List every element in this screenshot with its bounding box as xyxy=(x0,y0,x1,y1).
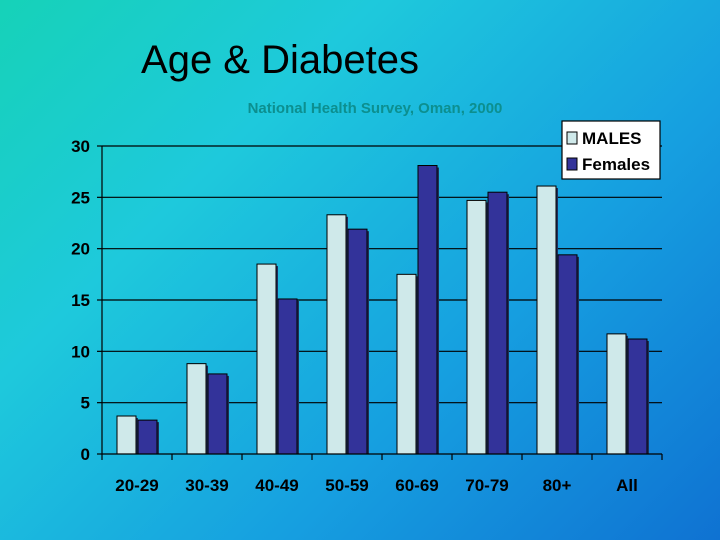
bar-females-70-79 xyxy=(487,191,508,455)
bar-shadow xyxy=(227,375,229,454)
y-tick-labels: 0 5 10 15 20 25 30 xyxy=(71,137,90,464)
y-tick-label: 30 xyxy=(71,137,90,156)
legend: MALES Females xyxy=(561,120,661,180)
chart-subtitle: National Health Survey, Oman, 2000 xyxy=(247,100,503,117)
x-tick-label: 30-39 xyxy=(185,476,228,495)
legend-label-males: MALES xyxy=(582,129,642,148)
bar-shadow xyxy=(276,266,278,454)
y-tick-label: 25 xyxy=(71,188,90,207)
y-tick-label: 0 xyxy=(81,445,90,464)
bar-females-50-59 xyxy=(347,228,368,455)
y-tick-label: 5 xyxy=(81,394,90,413)
bar-males-50-59 xyxy=(326,214,347,455)
y-tick-label: 10 xyxy=(71,342,90,361)
bar-shadow xyxy=(136,418,138,454)
x-tick-label: 20-29 xyxy=(115,476,158,495)
bar-shadow xyxy=(556,188,558,455)
bar-shadow xyxy=(626,335,628,454)
bar-shadow xyxy=(437,167,439,455)
bar-males-60-69 xyxy=(396,273,417,455)
bar-shadow xyxy=(507,194,509,454)
bar-shadow xyxy=(346,216,348,454)
bar-females-20-29 xyxy=(137,419,158,455)
bar-shadow xyxy=(157,422,159,454)
bar-males-30-39 xyxy=(186,363,207,455)
bar-group xyxy=(116,165,649,455)
bar-shadow xyxy=(486,202,488,454)
bar-females-40-49 xyxy=(277,298,298,455)
y-tick-label: 20 xyxy=(71,240,90,259)
x-tick-label: 80+ xyxy=(543,476,572,495)
x-tick-label: 40-49 xyxy=(255,476,298,495)
legend-swatch-males xyxy=(566,131,578,145)
bar-shadow xyxy=(416,276,418,454)
x-tick-label: 50-59 xyxy=(325,476,368,495)
bar-shadow xyxy=(297,300,299,454)
bar-males-20-29 xyxy=(116,415,137,455)
bar-males-80+ xyxy=(536,185,557,455)
x-tick-label: 60-69 xyxy=(395,476,438,495)
y-tick-label: 15 xyxy=(71,291,90,310)
bar-shadow xyxy=(647,341,649,454)
bar-females-30-39 xyxy=(207,373,228,455)
x-tick-label: 70-79 xyxy=(465,476,508,495)
legend-box xyxy=(561,120,661,180)
bar-females-All xyxy=(627,338,648,455)
x-tick-labels: 20-29 30-39 40-49 50-59 60-69 70-79 80+ All xyxy=(115,476,638,495)
axes xyxy=(97,145,663,460)
bar-males-70-79 xyxy=(466,199,487,455)
slide-title: Age & Diabetes xyxy=(141,38,419,82)
legend-swatch-females xyxy=(566,157,578,171)
bar-females-80+ xyxy=(557,254,578,455)
bar-females-60-69 xyxy=(417,165,438,455)
bar-males-40-49 xyxy=(256,263,277,455)
legend-label-females: Females xyxy=(582,155,650,174)
bar-males-All xyxy=(606,333,627,455)
x-tick-label: All xyxy=(616,476,638,495)
bar-shadow xyxy=(577,256,579,454)
bar-shadow xyxy=(206,365,208,454)
bar-shadow xyxy=(367,231,369,454)
